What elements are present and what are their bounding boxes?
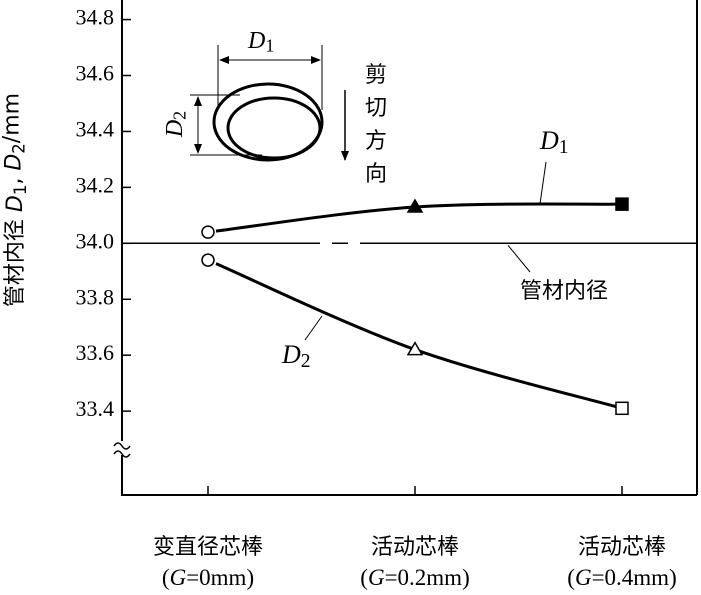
axis-break bbox=[113, 442, 131, 458]
leader-line bbox=[507, 244, 531, 273]
y-axis-label: 管材内径 D1​, D2​/mm bbox=[0, 93, 29, 307]
inset-height-label: D2​ bbox=[162, 111, 190, 138]
series-label: D2​ bbox=[281, 340, 311, 372]
y-tick-label: 34.6 bbox=[76, 61, 115, 86]
y-tick-label: 34.4 bbox=[76, 116, 115, 141]
marker bbox=[615, 197, 629, 211]
x-tick-label: 变直径芯棒 bbox=[153, 535, 263, 560]
x-tick-note: (G=0mm) bbox=[162, 565, 254, 590]
leader-line bbox=[304, 315, 323, 341]
marker bbox=[201, 225, 215, 239]
y-tick-label: 33.6 bbox=[76, 340, 115, 365]
inset-diagram bbox=[190, 45, 349, 162]
y-tick-label: 34.2 bbox=[76, 172, 115, 197]
y-tick-label: 33.8 bbox=[76, 284, 115, 309]
x-tick-label: 活动芯棒 bbox=[578, 535, 666, 560]
inset-direction-label: 剪切方向 bbox=[365, 63, 387, 187]
marker bbox=[615, 401, 629, 416]
tube-outer bbox=[212, 82, 324, 162]
y-tick-label: 33.4 bbox=[76, 396, 115, 421]
series-label: D1​ bbox=[539, 126, 569, 158]
marker bbox=[406, 341, 424, 356]
x-tick-note: (G=0.4mm) bbox=[567, 565, 676, 590]
marker bbox=[406, 198, 424, 213]
y-tick-label: 34.0 bbox=[76, 228, 115, 253]
inset-width-label: D1​ bbox=[247, 28, 274, 56]
x-tick-label: 活动芯棒 bbox=[371, 535, 459, 560]
x-tick-note: (G=0.2mm) bbox=[360, 565, 469, 590]
leader-line bbox=[539, 161, 547, 205]
marker bbox=[201, 253, 215, 267]
reference-label: 管材内径 bbox=[520, 279, 608, 304]
tube-inner bbox=[226, 96, 322, 160]
y-tick-label: 34.8 bbox=[76, 5, 115, 30]
